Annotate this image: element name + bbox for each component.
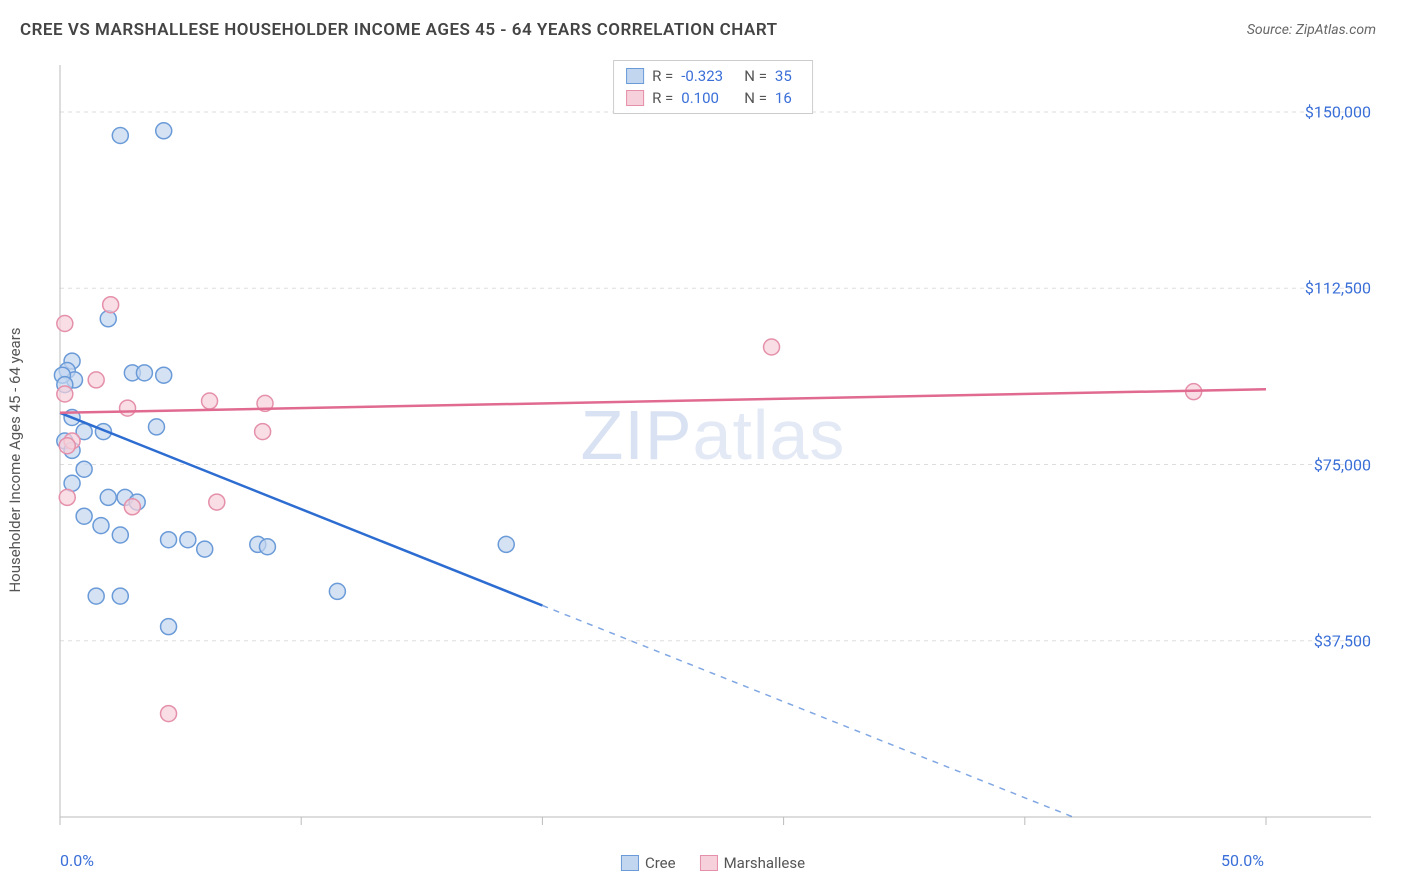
legend-label: Cree <box>645 854 676 872</box>
legend-label: Marshallese <box>724 854 805 872</box>
legend-item: Marshallese <box>700 854 805 872</box>
n-value: 35 <box>775 67 800 85</box>
source-label: Source: ZipAtlas.com <box>1247 22 1376 38</box>
chart-header: CREE VS MARSHALLESE HOUSEHOLDER INCOME A… <box>0 0 1406 50</box>
x-tick-label: 50.0% <box>1221 851 1264 870</box>
legend-item: Cree <box>621 854 676 872</box>
y-tick-label: $150,000 <box>1305 103 1371 122</box>
r-label: R = <box>652 89 673 107</box>
legend-swatch <box>621 855 639 871</box>
legend-swatch <box>700 855 718 871</box>
legend-swatch <box>626 68 644 84</box>
y-axis-label: Householder Income Ages 45 - 64 years <box>6 327 24 592</box>
r-label: R = <box>652 67 673 85</box>
stats-row: R = 0.100 N = 16 <box>626 87 800 109</box>
y-tick-label: $37,500 <box>1314 631 1371 650</box>
legend-swatch <box>626 90 644 106</box>
scatter-plot <box>50 60 1376 842</box>
y-tick-label: $112,500 <box>1305 279 1371 298</box>
chart-title: CREE VS MARSHALLESE HOUSEHOLDER INCOME A… <box>20 20 778 40</box>
n-label: N = <box>744 67 767 85</box>
r-value: 0.100 <box>681 89 736 107</box>
r-value: -0.323 <box>681 67 736 85</box>
chart-area: Householder Income Ages 45 - 64 years ZI… <box>50 60 1376 842</box>
x-tick-label: 0.0% <box>60 851 94 870</box>
n-label: N = <box>744 89 767 107</box>
series-legend: Cree Marshallese <box>621 854 805 872</box>
correlation-stats-legend: R = -0.323 N = 35 R = 0.100 N = 16 <box>613 60 813 114</box>
stats-row: R = -0.323 N = 35 <box>626 65 800 87</box>
n-value: 16 <box>775 89 800 107</box>
y-tick-label: $75,000 <box>1314 455 1371 474</box>
